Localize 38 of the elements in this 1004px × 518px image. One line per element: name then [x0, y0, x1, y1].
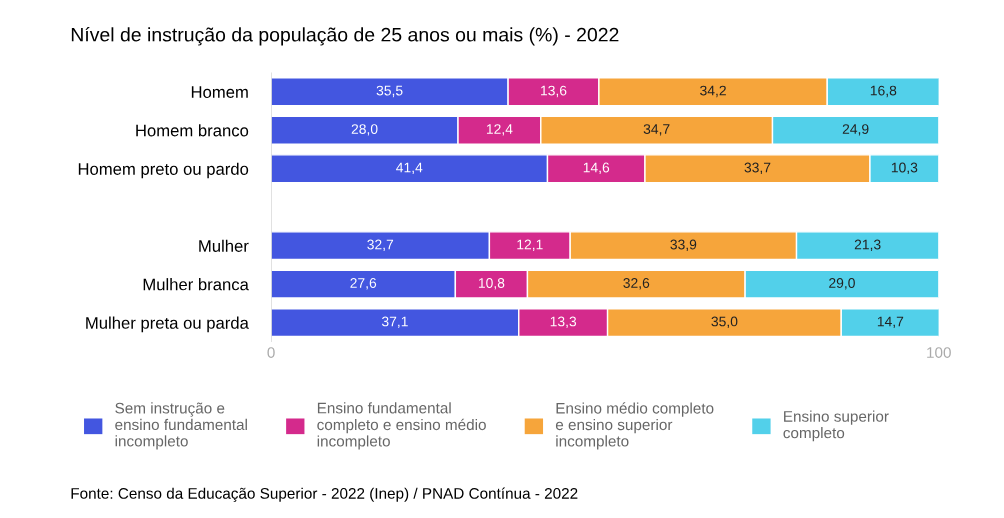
data-label: 29,0	[829, 278, 855, 290]
y-tick-label: Mulher preta ou parda	[86, 316, 249, 333]
data-label: 34,2	[700, 85, 726, 98]
y-tick-label: Homem branco	[136, 124, 249, 137]
legend-label: Ensino médio completo e ensino superior incompleto	[555, 402, 714, 450]
data-label: 10,3	[891, 162, 918, 175]
data-label: 12,1	[517, 239, 543, 252]
legend-label: Sem instrução e ensino fundamental incompleto	[115, 402, 247, 450]
data-label: 13,3	[550, 316, 577, 329]
data-label: 14,6	[583, 162, 610, 175]
data-label: 32,7	[367, 239, 394, 252]
data-label: 35,5	[376, 85, 403, 98]
data-label: 24,9	[842, 124, 869, 136]
data-label: 13,6	[541, 85, 567, 98]
y-tick-label: Mulher	[199, 239, 249, 252]
data-label: 10,8	[478, 278, 505, 290]
data-label: 14,7	[877, 316, 904, 329]
data-label: 34,7	[643, 124, 670, 136]
x-tick-label: 0	[267, 347, 275, 358]
data-label: 32,6	[623, 278, 650, 290]
data-label: 21,3	[854, 239, 881, 252]
y-tick-label: Homem	[191, 86, 248, 98]
data-label: 28,0	[351, 124, 378, 136]
legend-label: Ensino fundamental completo e ensino médio incompleto	[317, 402, 486, 450]
legend-label: Ensino superior completo	[783, 410, 889, 442]
y-tick-label: Mulher branca	[143, 278, 249, 291]
data-label: 33,7	[744, 162, 771, 175]
data-label: 27,6	[350, 278, 377, 290]
y-tick-label: Homem preto ou pardo	[78, 162, 249, 179]
data-label: 33,9	[670, 239, 697, 252]
source-note: Fonte: Censo da Educação Superior - 2022 (Inep) / PNAD Contínua - 2022	[71, 487, 578, 502]
data-label: 41,4	[396, 162, 423, 175]
data-label: 37,1	[381, 316, 408, 329]
x-tick-label: 100	[927, 347, 951, 358]
data-label: 35,0	[711, 316, 738, 329]
data-label: 16,8	[870, 85, 897, 98]
data-label: 12,4	[486, 124, 513, 136]
chart-title: Nível de instrução da população de 25 anos ou mais (%) - 2022	[71, 27, 619, 46]
